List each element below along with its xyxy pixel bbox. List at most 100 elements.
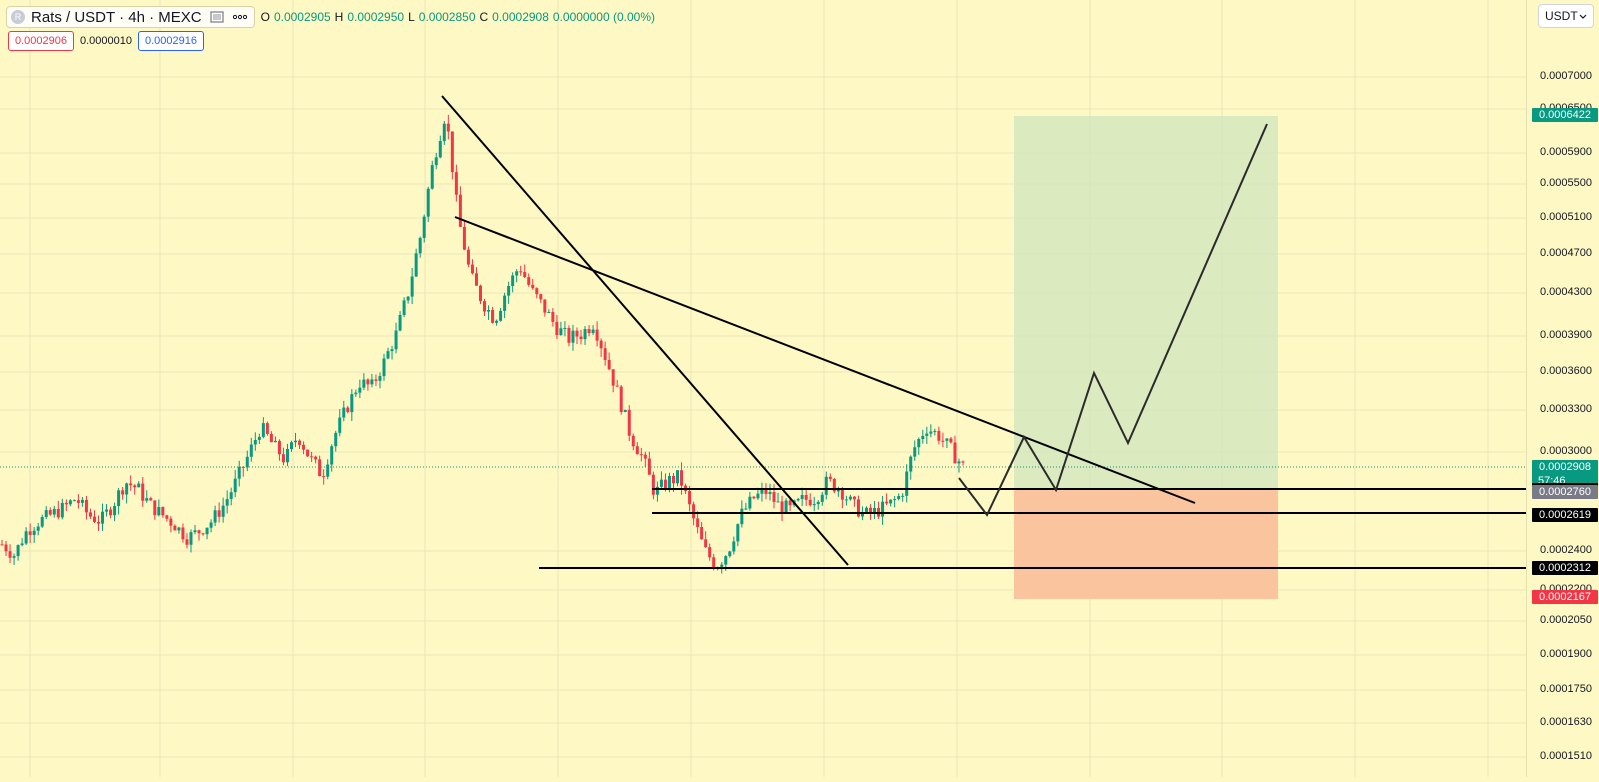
candle-body <box>378 376 382 381</box>
candle-body <box>881 501 885 517</box>
candle-body <box>201 533 205 535</box>
candle-body <box>56 508 60 518</box>
candle-body <box>398 314 402 331</box>
candle-body <box>290 442 294 449</box>
currency-select[interactable]: USDT <box>1538 4 1594 28</box>
candle-body <box>52 508 56 515</box>
candle-body <box>209 522 213 528</box>
trendline-descending[interactable] <box>454 216 1196 504</box>
candle-body <box>587 329 591 334</box>
candle-body <box>583 329 587 340</box>
price-tag: 0.0002619 <box>1532 507 1598 522</box>
candle-body <box>213 510 217 523</box>
candle-body <box>193 530 197 533</box>
candle-body <box>796 498 800 501</box>
candle-body <box>197 530 201 534</box>
stop-zone[interactable] <box>1014 489 1278 599</box>
candle-body <box>410 276 414 297</box>
candle-body <box>64 502 68 505</box>
price-tick-label: 0.0003300 <box>1540 403 1592 415</box>
price-tick-label: 0.0007000 <box>1540 70 1592 82</box>
candle-body <box>599 340 603 349</box>
candlestick-chart[interactable] <box>0 0 1526 777</box>
candle-body <box>856 499 860 517</box>
candle-body <box>294 440 298 443</box>
candle-body <box>804 494 808 500</box>
candle-body <box>531 284 535 289</box>
candle-body <box>921 435 925 440</box>
candle-body <box>422 216 426 238</box>
candle-body <box>76 500 80 503</box>
candle-body <box>659 479 663 487</box>
candle-body <box>571 330 575 343</box>
candle-body <box>105 509 109 512</box>
price-tick-label: 0.0004700 <box>1540 247 1592 259</box>
candle-body <box>350 394 354 413</box>
candle-body <box>925 433 929 436</box>
candle-body <box>318 459 322 477</box>
candle-body <box>117 490 121 507</box>
candle-body <box>511 275 515 287</box>
candle-body <box>418 237 422 254</box>
candle-body <box>394 330 398 350</box>
candle-body <box>816 501 820 505</box>
target-zone[interactable] <box>1014 116 1278 489</box>
candle-body <box>189 532 193 545</box>
price-tick-label: 0.0003600 <box>1540 365 1592 377</box>
candle-body <box>80 499 84 503</box>
price-tag: 0.0002167 <box>1532 589 1598 604</box>
settings-icon[interactable] <box>209 11 224 23</box>
candle-body <box>145 498 149 501</box>
candle-body <box>808 499 812 506</box>
candle-body <box>149 498 153 501</box>
candle-body <box>913 447 917 457</box>
candle-body <box>519 271 523 273</box>
trendline-steep[interactable] <box>441 95 849 566</box>
low-label: L <box>408 10 415 24</box>
candle-body <box>595 329 599 341</box>
candle-body <box>828 476 832 479</box>
low-value: 0.0002850 <box>418 10 476 24</box>
candle-body <box>20 543 24 546</box>
candle-body <box>438 141 442 158</box>
candle-body <box>760 489 764 494</box>
candle-body <box>88 512 92 517</box>
candle-body <box>848 496 852 500</box>
candle-body <box>824 476 828 495</box>
candle-body <box>820 494 824 502</box>
candle-body <box>559 328 563 336</box>
more-dots-icon[interactable] <box>232 12 248 22</box>
candle-body <box>784 500 788 513</box>
candle-body <box>704 539 708 548</box>
candle-body <box>374 379 378 381</box>
candle-body <box>591 329 595 334</box>
chart-area[interactable]: R Rats / USDT · 4h · MEXC O 0.0002905 H 0.… <box>0 0 1526 777</box>
sell-button[interactable]: 0.0002906 <box>8 31 74 51</box>
candle-body <box>36 526 40 531</box>
buy-button[interactable]: 0.0002916 <box>138 31 204 51</box>
candle-body <box>655 486 659 495</box>
candle-body <box>643 454 647 459</box>
symbol-box[interactable]: R Rats / USDT · 4h · MEXC <box>6 6 255 28</box>
candle-body <box>852 496 856 500</box>
candle-body <box>101 511 105 524</box>
candle-body <box>229 492 233 500</box>
candle-body <box>414 253 418 277</box>
symbol-title[interactable]: Rats / USDT · 4h · MEXC <box>31 8 202 26</box>
price-scale[interactable]: USDT 0.00070000.00065000.00059000.000550… <box>1526 0 1599 777</box>
price-tick-label: 0.0002400 <box>1540 544 1592 556</box>
price-tick-label: 0.0001510 <box>1540 750 1592 762</box>
price-tick-label: 0.0005100 <box>1540 211 1592 223</box>
candle-body <box>647 458 651 475</box>
candle-body <box>382 358 386 377</box>
candle-body <box>836 489 840 492</box>
candle-body <box>257 436 261 440</box>
candle-body <box>905 471 909 496</box>
candle-body <box>157 506 161 516</box>
candle-body <box>450 131 454 173</box>
candle-body <box>844 499 848 501</box>
candle-body <box>945 438 949 441</box>
symbol-logo: R <box>11 10 25 24</box>
projection-path[interactable] <box>958 123 1268 517</box>
candle-body <box>354 392 358 395</box>
